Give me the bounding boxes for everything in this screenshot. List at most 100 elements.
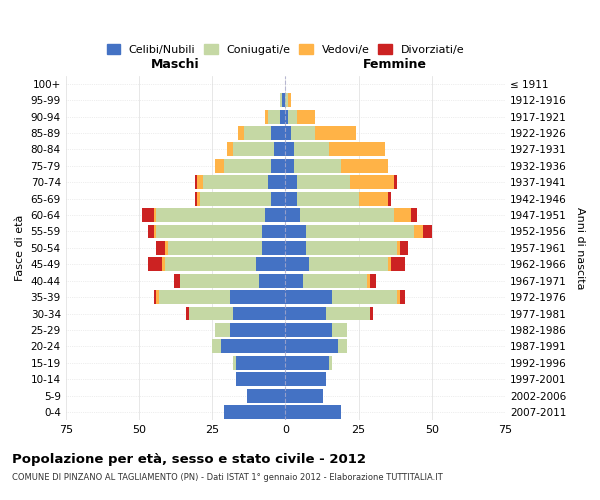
- Bar: [286, 356, 332, 370]
- Bar: [180, 274, 286, 287]
- Bar: [286, 110, 297, 124]
- Bar: [286, 241, 306, 255]
- Bar: [286, 290, 332, 304]
- Bar: [286, 224, 423, 238]
- Bar: [194, 192, 286, 205]
- Bar: [233, 142, 286, 156]
- Bar: [286, 258, 388, 272]
- Bar: [286, 208, 412, 222]
- Bar: [286, 176, 394, 189]
- Bar: [286, 224, 414, 238]
- Text: Femmine: Femmine: [363, 58, 427, 70]
- Bar: [215, 323, 286, 337]
- Bar: [286, 405, 341, 419]
- Bar: [212, 340, 286, 353]
- Bar: [286, 290, 397, 304]
- Bar: [230, 323, 286, 337]
- Bar: [286, 94, 291, 107]
- Bar: [212, 340, 286, 353]
- Text: Popolazione per età, sesso e stato civile - 2012: Popolazione per età, sesso e stato civil…: [12, 452, 366, 466]
- Bar: [286, 356, 332, 370]
- Bar: [286, 208, 394, 222]
- Bar: [236, 372, 286, 386]
- Bar: [286, 208, 417, 222]
- Bar: [286, 372, 326, 386]
- Bar: [286, 306, 370, 320]
- Bar: [286, 176, 297, 189]
- Bar: [265, 110, 286, 124]
- Bar: [286, 323, 332, 337]
- Bar: [283, 94, 286, 107]
- Bar: [286, 405, 341, 419]
- Bar: [286, 208, 300, 222]
- Bar: [286, 290, 406, 304]
- Bar: [168, 241, 286, 255]
- Bar: [154, 224, 286, 238]
- Bar: [233, 356, 286, 370]
- Y-axis label: Fasce di età: Fasce di età: [15, 214, 25, 281]
- Bar: [286, 258, 309, 272]
- Bar: [236, 372, 286, 386]
- Bar: [259, 274, 286, 287]
- Bar: [165, 258, 286, 272]
- Y-axis label: Anni di nascita: Anni di nascita: [575, 206, 585, 289]
- Bar: [224, 405, 286, 419]
- Bar: [256, 258, 286, 272]
- Bar: [233, 306, 286, 320]
- Bar: [286, 192, 388, 205]
- Bar: [286, 340, 347, 353]
- Bar: [286, 306, 370, 320]
- Bar: [286, 159, 341, 173]
- Bar: [286, 176, 397, 189]
- Bar: [265, 208, 286, 222]
- Bar: [244, 126, 286, 140]
- Bar: [286, 159, 294, 173]
- Bar: [157, 208, 286, 222]
- Bar: [212, 340, 286, 353]
- Bar: [174, 274, 286, 287]
- Bar: [148, 224, 286, 238]
- Bar: [271, 126, 286, 140]
- Bar: [286, 323, 347, 337]
- Bar: [286, 126, 356, 140]
- Bar: [286, 94, 288, 107]
- Text: Maschi: Maschi: [151, 58, 200, 70]
- Bar: [224, 405, 286, 419]
- Bar: [280, 94, 286, 107]
- Bar: [247, 388, 286, 402]
- Bar: [233, 356, 286, 370]
- Text: COMUNE DI PINZANO AL TAGLIAMENTO (PN) - Dati ISTAT 1° gennaio 2012 - Elaborazion: COMUNE DI PINZANO AL TAGLIAMENTO (PN) - …: [12, 472, 443, 482]
- Bar: [286, 323, 347, 337]
- Bar: [286, 258, 406, 272]
- Bar: [262, 224, 286, 238]
- Bar: [268, 176, 286, 189]
- Bar: [286, 372, 326, 386]
- Bar: [286, 306, 373, 320]
- Bar: [148, 258, 286, 272]
- Bar: [236, 356, 286, 370]
- Bar: [286, 142, 294, 156]
- Bar: [286, 340, 338, 353]
- Bar: [142, 208, 286, 222]
- Bar: [286, 176, 350, 189]
- Bar: [286, 340, 347, 353]
- Bar: [286, 306, 326, 320]
- Bar: [215, 323, 286, 337]
- Bar: [286, 405, 341, 419]
- Bar: [286, 388, 323, 402]
- Bar: [286, 241, 397, 255]
- Bar: [286, 110, 314, 124]
- Bar: [194, 176, 286, 189]
- Bar: [280, 94, 286, 107]
- Bar: [286, 372, 326, 386]
- Bar: [268, 110, 286, 124]
- Bar: [286, 142, 385, 156]
- Bar: [227, 142, 286, 156]
- Bar: [286, 159, 388, 173]
- Bar: [286, 340, 347, 353]
- Bar: [286, 388, 323, 402]
- Bar: [236, 372, 286, 386]
- Bar: [230, 290, 286, 304]
- Bar: [280, 110, 286, 124]
- Bar: [200, 192, 286, 205]
